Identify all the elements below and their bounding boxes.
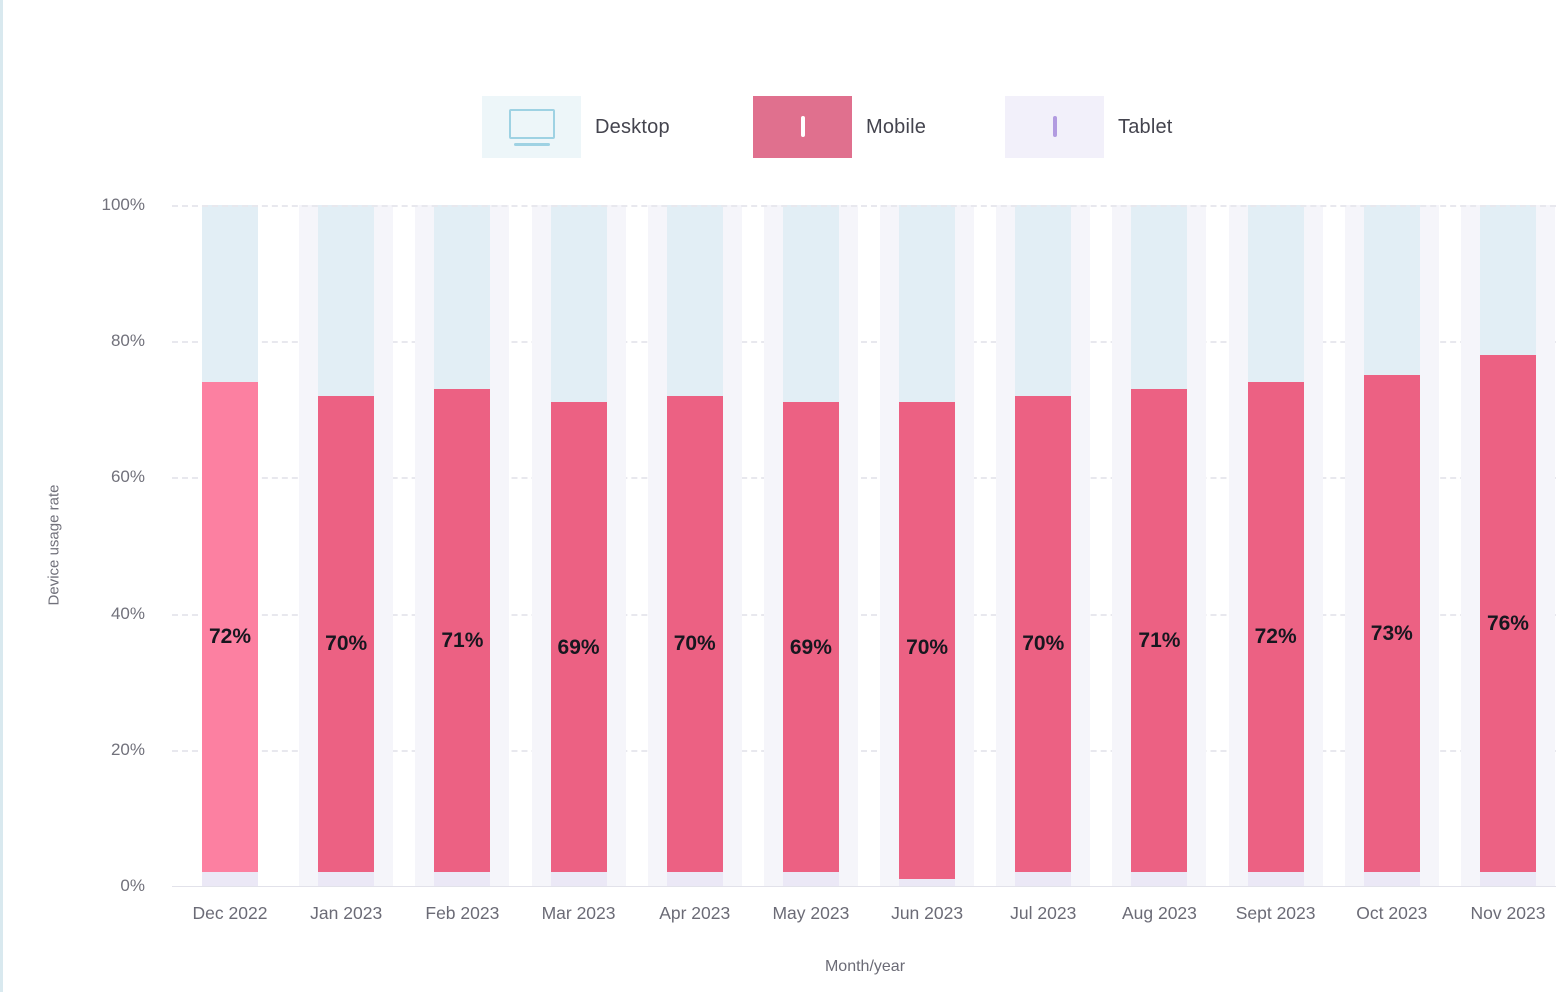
x-axis-label: Nov 2023 [1470, 903, 1546, 923]
bar-value-label: 70% [906, 635, 949, 659]
tablet-bar-segment[interactable] [1479, 872, 1536, 886]
legend-label-tablet: Tablet [1118, 115, 1173, 138]
desktop-bar-segment[interactable] [1363, 205, 1420, 376]
legend-item-mobile[interactable]: Mobile [753, 96, 926, 158]
smartphone-icon [800, 116, 805, 137]
tablet-bar-segment[interactable] [899, 879, 956, 886]
y-axis-tick-60: 60% [110, 467, 145, 487]
desktop-bar-segment[interactable] [550, 205, 607, 403]
desktop-bar-segment[interactable] [1015, 205, 1072, 396]
tablet-bar-segment[interactable] [434, 872, 491, 886]
bar-value-label: 73% [1370, 622, 1413, 646]
bar-value-label: 69% [789, 635, 832, 659]
monitor-base [513, 142, 550, 146]
bar-value-label: 70% [325, 632, 368, 656]
gridline-0 [172, 886, 1556, 887]
tablet-bar-segment[interactable] [1015, 872, 1072, 886]
gridline-60 [172, 477, 1556, 480]
x-axis-label: Apr 2023 [659, 903, 731, 923]
tablet-legend-chip [1005, 96, 1104, 158]
tablet-icon [1052, 116, 1057, 137]
mobile-bar-segment[interactable] [666, 395, 723, 873]
mobile-bar-segment[interactable] [1247, 382, 1304, 873]
y-axis-tick-20: 20% [110, 739, 145, 759]
tablet-bar-segment[interactable] [1247, 872, 1304, 886]
bar-value-label: 70% [1022, 632, 1065, 656]
mobile-bar-segment[interactable] [1363, 375, 1420, 873]
desktop-bar-segment[interactable] [666, 205, 723, 396]
tablet-bar-segment[interactable] [1131, 872, 1188, 886]
desktop-bar-segment[interactable] [1479, 205, 1536, 355]
legend-item-tablet[interactable]: Tablet [1005, 96, 1173, 158]
desktop-bar-segment[interactable] [434, 205, 491, 389]
desktop-bar-segment[interactable] [202, 205, 258, 383]
x-axis-title: Month/year [824, 958, 906, 975]
mobile-bar-segment[interactable] [1015, 395, 1072, 873]
bar-value-label: 71% [1138, 628, 1181, 652]
mobile-bar-segment[interactable] [1131, 388, 1188, 873]
bar-value-label: 69% [557, 635, 600, 659]
mobile-bar-segment[interactable] [899, 402, 956, 880]
y-axis-tick-80: 80% [110, 331, 145, 351]
bar-value-label: 70% [673, 632, 716, 656]
x-axis-label: Jun 2023 [891, 903, 964, 923]
y-axis-tick-40: 40% [110, 603, 145, 623]
legend-label-mobile: Mobile [866, 115, 927, 138]
y-axis-tick-0: 0% [120, 876, 145, 895]
x-axis-label: Oct 2023 [1356, 903, 1428, 923]
desktop-bar-segment[interactable] [1131, 205, 1188, 389]
x-axis-label: Feb 2023 [425, 903, 500, 923]
x-axis-label: Jan 2023 [310, 903, 383, 923]
x-axis-label: Dec 2022 [192, 903, 268, 923]
bar-value-label: 72% [1254, 625, 1297, 649]
gridline-20 [172, 749, 1556, 752]
gridline-40 [172, 613, 1556, 616]
tablet-bar-segment[interactable] [1363, 872, 1420, 886]
mobile-bar-segment[interactable] [550, 402, 607, 873]
tablet-bar-segment[interactable] [202, 872, 258, 886]
desktop-bar-segment[interactable] [782, 205, 839, 403]
x-axis-label: May 2023 [772, 903, 850, 923]
tablet-bar-segment[interactable] [666, 872, 723, 886]
legend-label-desktop: Desktop [595, 115, 670, 138]
tablet-bar-segment[interactable] [318, 872, 375, 886]
desktop-legend-chip [482, 96, 581, 158]
mobile-bar-segment[interactable] [1479, 354, 1536, 873]
desktop-bar-segment[interactable] [1247, 205, 1304, 383]
gridline-100 [172, 205, 1556, 207]
legend-item-desktop[interactable]: Desktop [482, 96, 670, 158]
desktop-bar-segment[interactable] [899, 205, 956, 403]
bar-value-label: 72% [208, 625, 252, 649]
tablet-bar-segment[interactable] [782, 872, 839, 886]
mobile-bar-segment[interactable] [202, 382, 258, 873]
mobile-legend-chip [753, 96, 852, 158]
monitor-icon [508, 108, 555, 146]
x-axis-label: Mar 2023 [541, 903, 616, 923]
gridline-80 [172, 341, 1556, 344]
y-axis-title: Device usage rate [45, 484, 63, 606]
desktop-bar-segment[interactable] [318, 205, 375, 396]
tablet-bar-segment[interactable] [550, 872, 607, 886]
x-axis-label: Sept 2023 [1235, 903, 1316, 923]
mobile-bar-segment[interactable] [318, 395, 375, 873]
bar-value-label: 76% [1486, 611, 1529, 635]
monitor-screen [508, 108, 555, 139]
x-axis-label: Jul 2023 [1010, 903, 1077, 923]
x-axis-label: Aug 2023 [1121, 903, 1197, 923]
bar-value-label: 71% [441, 628, 484, 652]
mobile-bar-segment[interactable] [782, 402, 839, 873]
y-axis-tick-100: 100% [101, 195, 145, 214]
left-edge-strip [0, 0, 3, 992]
mobile-bar-segment[interactable] [434, 388, 491, 873]
